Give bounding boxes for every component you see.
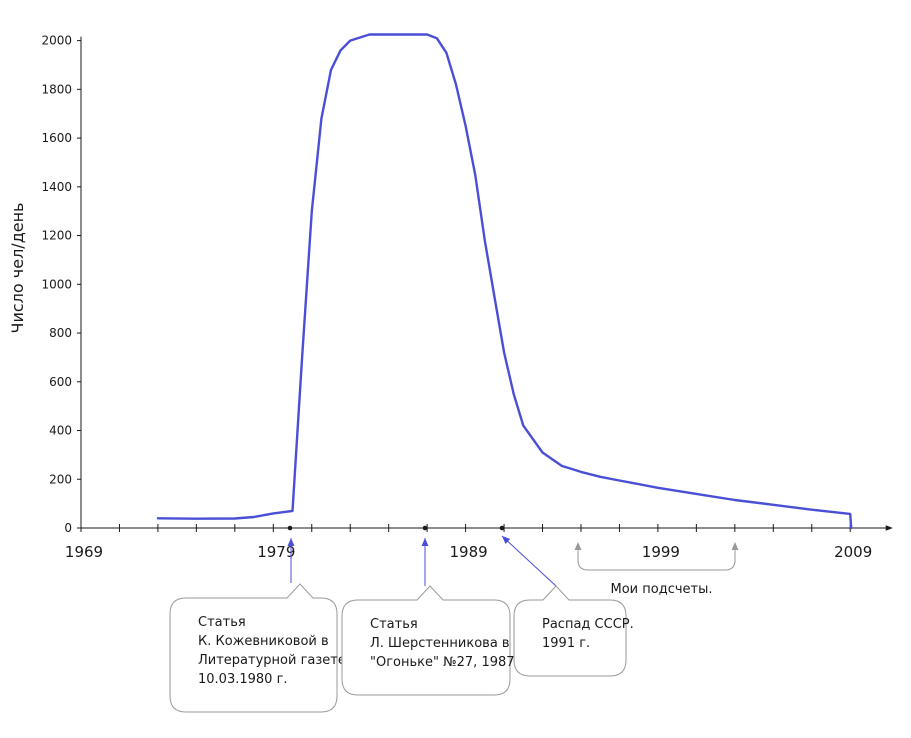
y-tick-label: 400 — [49, 424, 72, 438]
annotation-text: К. Кожевниковой в — [198, 634, 329, 649]
y-tick-label: 1000 — [41, 277, 72, 291]
annotation-arrowhead — [421, 538, 429, 546]
annotation-box — [341, 585, 511, 696]
range-arrowhead — [731, 542, 739, 550]
ticks: 0 200 400 600 800 1000 1200 1400 1600 1800 2000 196… — [41, 34, 872, 561]
series-line — [156, 33, 853, 530]
annotation-text: Литературной газете — [198, 653, 346, 668]
annotation-arrowhead — [502, 536, 511, 544]
annotation-text: Л. Шерстенникова в — [370, 636, 510, 651]
event-marker — [499, 525, 505, 531]
y-tick-label: 600 — [49, 375, 72, 389]
y-tick-label: 1200 — [41, 229, 72, 243]
range-arrowhead — [574, 542, 582, 550]
y-tick-label: 0 — [64, 521, 72, 535]
annotation-box — [513, 585, 627, 677]
x-tick-label: 1999 — [642, 543, 680, 561]
y-tick-label: 200 — [49, 472, 72, 486]
annotation-text: Статья — [370, 617, 418, 632]
annotation-arrow-line — [501, 535, 557, 587]
y-axis-label: Число чел/день — [8, 203, 27, 334]
annotation-text: Статья — [198, 615, 246, 630]
axes — [80, 36, 893, 531]
annotation-arrowhead — [287, 538, 295, 546]
annotation-text: 1991 г. — [542, 636, 590, 651]
x-tick-label: 1979 — [257, 543, 295, 561]
y-tick-label: 1600 — [41, 131, 72, 145]
x-tick-label: 1969 — [65, 543, 103, 561]
annotation-text: Распад СССР. — [542, 617, 634, 632]
x-tick-label: 2009 — [834, 543, 872, 561]
event-marker — [287, 525, 293, 531]
y-tick-label: 1800 — [41, 82, 72, 96]
y-tick-label: 1400 — [41, 180, 72, 194]
annotation-text: "Огоньке" №27, 1987 г. — [370, 655, 530, 670]
y-tick-label: 2000 — [41, 34, 72, 48]
x-tick-label: 1989 — [450, 543, 488, 561]
series — [156, 33, 853, 530]
annotations: Статья К. Кожевниковой в Литературной газе… — [169, 525, 739, 713]
annotation-text: 10.03.1980 г. — [198, 672, 288, 687]
range-brace — [577, 559, 736, 571]
y-tick-label: 800 — [49, 326, 72, 340]
event-marker — [422, 525, 428, 531]
annotation-box — [169, 583, 338, 713]
range-label: Мои подсчеты. — [611, 582, 713, 597]
